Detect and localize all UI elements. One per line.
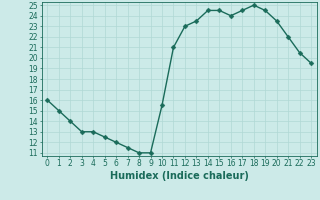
X-axis label: Humidex (Indice chaleur): Humidex (Indice chaleur) — [110, 171, 249, 181]
